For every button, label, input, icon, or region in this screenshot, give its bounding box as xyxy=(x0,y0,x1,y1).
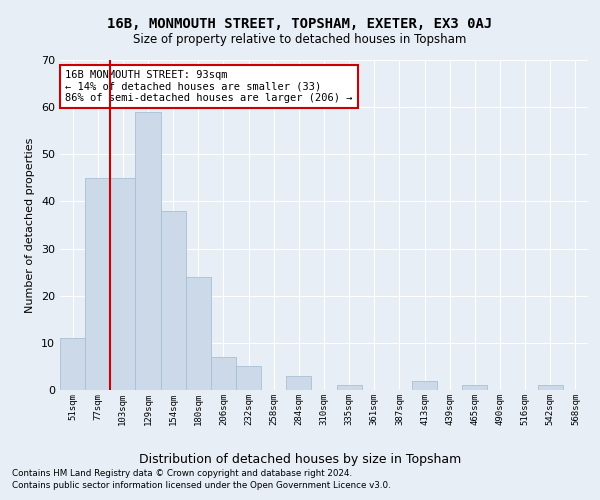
Text: 16B MONMOUTH STREET: 93sqm
← 14% of detached houses are smaller (33)
86% of semi: 16B MONMOUTH STREET: 93sqm ← 14% of deta… xyxy=(65,70,353,103)
Bar xyxy=(161,211,186,390)
Text: Size of property relative to detached houses in Topsham: Size of property relative to detached ho… xyxy=(133,32,467,46)
Bar xyxy=(286,376,311,390)
Bar xyxy=(412,380,437,390)
Bar xyxy=(211,357,236,390)
Bar xyxy=(462,386,487,390)
Bar xyxy=(110,178,136,390)
Bar xyxy=(186,277,211,390)
Text: Contains HM Land Registry data © Crown copyright and database right 2024.: Contains HM Land Registry data © Crown c… xyxy=(12,468,352,477)
Text: Contains public sector information licensed under the Open Government Licence v3: Contains public sector information licen… xyxy=(12,481,391,490)
Y-axis label: Number of detached properties: Number of detached properties xyxy=(25,138,35,312)
Text: 16B, MONMOUTH STREET, TOPSHAM, EXETER, EX3 0AJ: 16B, MONMOUTH STREET, TOPSHAM, EXETER, E… xyxy=(107,18,493,32)
Text: Distribution of detached houses by size in Topsham: Distribution of detached houses by size … xyxy=(139,454,461,466)
Bar xyxy=(60,338,85,390)
Bar xyxy=(337,386,362,390)
Bar xyxy=(136,112,161,390)
Bar xyxy=(236,366,261,390)
Bar xyxy=(85,178,110,390)
Bar xyxy=(538,386,563,390)
